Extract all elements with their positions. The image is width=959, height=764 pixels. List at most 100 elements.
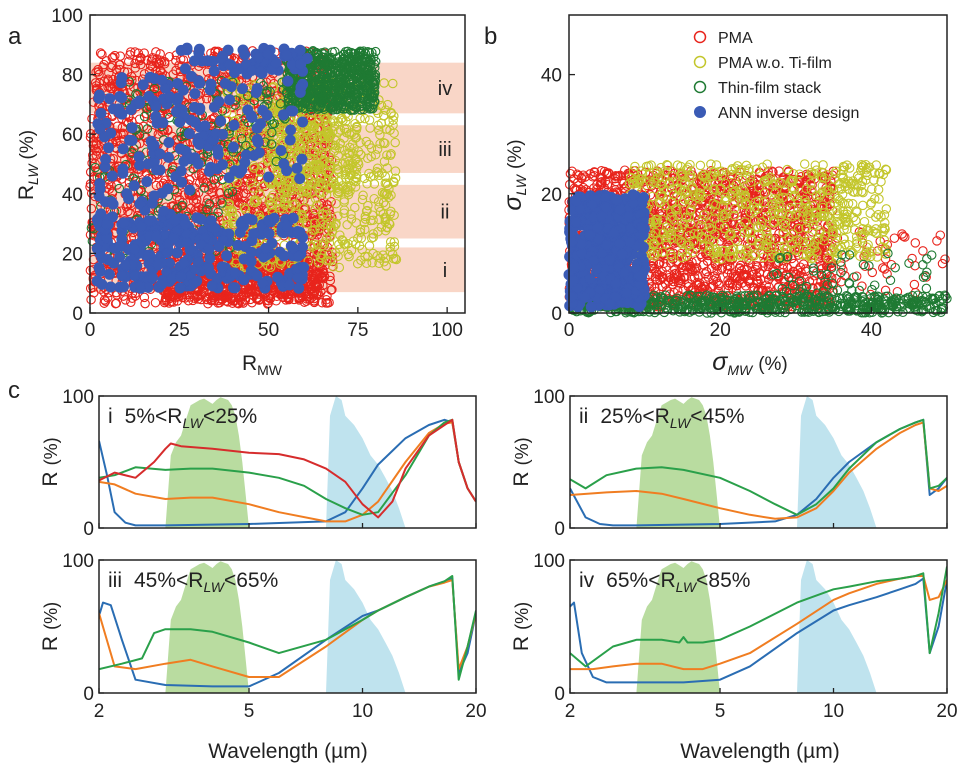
scatter-point (192, 158, 204, 170)
scatter-point (116, 72, 128, 84)
scatter-point (181, 44, 193, 56)
scatter-point (86, 294, 96, 305)
x-tick-label: 0 (85, 320, 96, 341)
scatter-point (105, 127, 117, 139)
scatter-point (294, 173, 306, 185)
scatter-point (91, 150, 102, 161)
scatter-point (151, 164, 163, 176)
scatter-point (94, 183, 106, 195)
scatter-point (93, 64, 103, 75)
y-tick-label: 100 (51, 6, 83, 27)
scatter-point (156, 278, 168, 290)
scatter-point (114, 240, 126, 252)
scatter-point (144, 71, 156, 83)
scatter-point (103, 142, 114, 154)
scatter-point (104, 268, 115, 280)
scatter-point (120, 259, 132, 271)
scatter-point (292, 227, 304, 239)
scatter-point (278, 158, 290, 170)
scatter-point (223, 172, 235, 184)
scatter-point (263, 292, 274, 303)
scatter-point (243, 184, 253, 195)
scatter-point (157, 117, 169, 129)
scatter-point (217, 159, 228, 171)
scatter-point (118, 281, 129, 293)
scatter-point (184, 184, 196, 196)
scatter-point (275, 145, 287, 156)
scatter-point (191, 275, 203, 287)
scatter-point (221, 250, 233, 262)
scatter-point (104, 68, 114, 78)
scatter-point (213, 96, 225, 108)
scatter-point (287, 242, 299, 254)
scatter-point (97, 49, 107, 60)
scatter-point (110, 50, 120, 61)
scatter-point (239, 49, 251, 61)
panel-b-label: b (484, 23, 497, 50)
scatter-point (284, 134, 296, 146)
scatter-point (177, 84, 189, 96)
scatter-point (134, 198, 146, 210)
scatter-point (261, 109, 273, 121)
scatter-point (151, 180, 162, 191)
x-tick-label: 50 (258, 320, 279, 341)
scatter-point (99, 298, 109, 308)
panel-a-label: a (8, 23, 22, 50)
scatter-point (194, 102, 206, 114)
scatter-point (95, 265, 106, 277)
panel-a-xlabel-main: R (242, 352, 257, 375)
scatter-point (293, 282, 305, 294)
scatter-point (94, 123, 106, 135)
scatter-point (364, 115, 375, 125)
scatter-point (189, 88, 201, 100)
scatter-point (95, 107, 107, 119)
scatter-point (227, 141, 239, 153)
scatter-point (189, 55, 200, 67)
scatter-point (224, 94, 236, 106)
scatter-point (134, 97, 146, 109)
scatter-point (175, 165, 187, 177)
scatter-point (163, 137, 175, 148)
scatter-point (126, 297, 136, 308)
scatter-point (192, 256, 204, 268)
scatter-point (181, 237, 193, 249)
scatter-point (113, 103, 125, 115)
scatter-point (242, 213, 254, 225)
band-label-i: i (443, 260, 447, 282)
scatter-point (86, 203, 97, 214)
scatter-point (292, 272, 304, 284)
scatter-point (112, 121, 123, 132)
scatter-point (278, 250, 290, 262)
scatter-point (215, 53, 227, 65)
scatter-point (203, 165, 215, 177)
scatter-point (287, 105, 299, 117)
scatter-point (116, 92, 128, 104)
scatter-point (359, 173, 370, 184)
scatter-point (253, 147, 265, 159)
scatter-point (95, 48, 106, 58)
scatter-point (150, 297, 161, 308)
scatter-point (229, 267, 241, 279)
scatter-point (150, 230, 162, 242)
panel-a-xlabel: RMW (242, 352, 283, 378)
scatter-point (176, 176, 188, 188)
scatter-point (101, 218, 113, 230)
scatter-point (174, 143, 186, 155)
scatter-point (207, 280, 218, 292)
panel-a-ylabel-sub: LW (25, 163, 41, 185)
scatter-point (178, 257, 190, 269)
scatter-point (174, 282, 186, 294)
scatter-point (156, 74, 168, 86)
scatter-point (178, 155, 190, 167)
scatter-point (281, 220, 292, 232)
scatter-point (100, 296, 111, 306)
scatter-point (281, 49, 293, 61)
band-label-iii: iii (438, 139, 451, 161)
scatter-point (93, 92, 105, 104)
panel-a-xlabel-sub: MW (257, 362, 283, 378)
scatter-point (297, 116, 309, 128)
y-tick-label: 60 (62, 125, 83, 146)
scatter-point (272, 271, 284, 283)
y-tick-label: 80 (62, 66, 83, 87)
